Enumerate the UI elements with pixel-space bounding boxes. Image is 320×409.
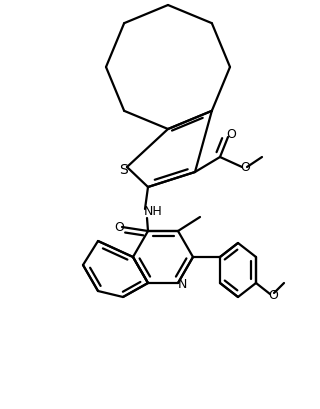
Text: O: O: [114, 221, 124, 234]
Text: O: O: [226, 128, 236, 141]
Text: NH: NH: [144, 205, 162, 218]
Text: S: S: [119, 163, 127, 177]
Text: O: O: [268, 289, 278, 302]
Text: N: N: [177, 278, 187, 291]
Text: O: O: [240, 161, 250, 174]
